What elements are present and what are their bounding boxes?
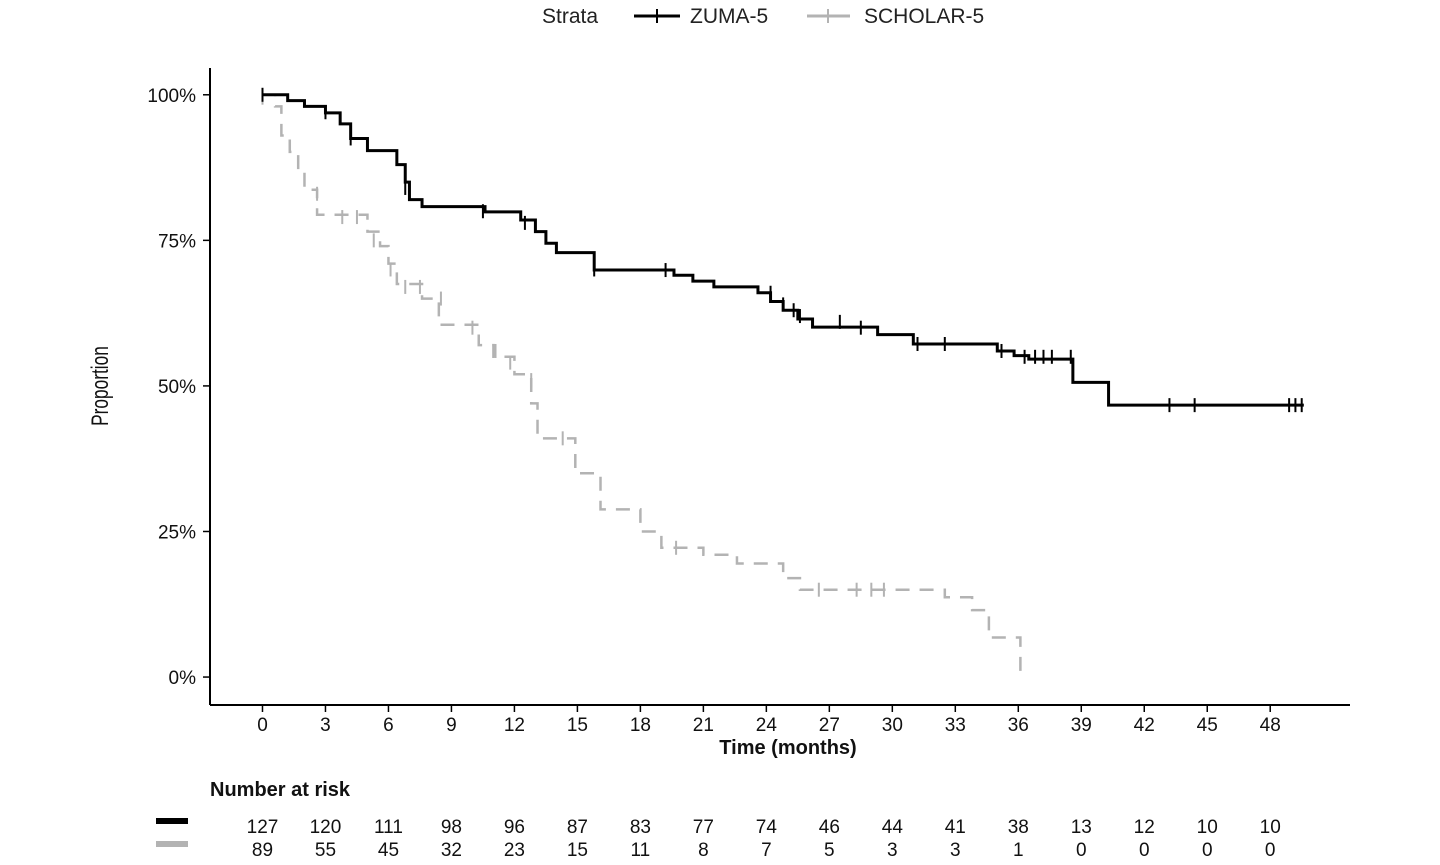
x-tick-label: 48 [1260,715,1281,736]
risk-count: 7 [761,840,772,861]
x-axis-label: Time (months) [719,737,856,759]
risk-count: 5 [824,840,835,861]
risk-count: 111 [374,817,403,838]
x-tick-label: 3 [320,715,331,736]
risk-count: 55 [315,840,336,861]
legend-label-zuma-5: ZUMA-5 [690,5,768,28]
x-tick-label: 15 [567,715,588,736]
risk-count: 120 [310,817,342,838]
curve-zuma-5 [262,93,1304,407]
risk-count: 3 [887,840,898,861]
risk-count: 10 [1260,817,1281,838]
risk-count: 3 [950,840,961,861]
x-tick-label: 39 [1071,715,1092,736]
axes: 0%25%50%75%100%0 3 6 9 12 15 18 21 24 27 30 33 36 39 4… [147,68,1350,736]
risk-count: 11 [631,840,651,861]
risk-count: 1 [1013,840,1024,861]
y-tick-label: 75% [158,231,196,252]
x-tick-label: 21 [693,715,714,736]
risk-count: 87 [567,817,588,838]
legend-key-zuma-5 [634,9,680,23]
risk-count: 0 [1076,840,1087,861]
risk-count: 10 [1197,817,1218,838]
y-tick-label: 25% [158,522,196,543]
curves [261,87,1304,672]
legend: Strata ZUMA-5 SCHOLAR-5 [542,5,984,28]
x-tick-label: 36 [1008,715,1029,736]
risk-count: 74 [756,817,778,838]
risk-count: 32 [441,840,462,861]
risk-count: 0 [1202,840,1213,861]
x-tick-label: 9 [446,715,457,736]
risk-count: 44 [882,817,904,838]
x-tick-label: 6 [383,715,394,736]
y-axis-label: Proportion [87,346,113,426]
risk-count: 89 [252,840,273,861]
x-tick-label: 42 [1134,715,1155,736]
risk-count: 41 [945,817,966,838]
y-tick-label: 100% [147,86,196,107]
risk-count: 0 [1265,840,1276,861]
x-tick-label: 0 [257,715,268,736]
x-tick-label: 27 [819,715,840,736]
legend-title: Strata [542,5,598,28]
risk-count: 13 [1071,817,1092,838]
y-tick-label: 50% [158,377,196,398]
x-tick-label: 33 [945,715,966,736]
risk-count: 15 [567,840,588,861]
legend-key-scholar-5 [807,9,850,23]
x-tick-label: 18 [630,715,651,736]
risk-count: 83 [630,817,651,838]
risk-count: 38 [1008,817,1029,838]
risk-count: 8 [698,840,709,861]
x-tick-label: 45 [1197,715,1218,736]
risk-count: 12 [1134,817,1155,838]
legend-label-scholar-5: SCHOLAR-5 [864,5,984,28]
risk-table-title: Number at risk [210,779,351,801]
risk-count: 127 [247,817,279,838]
risk-count: 23 [504,840,525,861]
risk-count: 46 [819,817,840,838]
risk-count: 0 [1139,840,1150,861]
risk-count: 96 [504,817,525,838]
x-tick-label: 12 [504,715,525,736]
risk-count: 77 [693,817,714,838]
curve-scholar-5 [262,93,1022,672]
x-tick-label: 30 [882,715,903,736]
risk-count: 45 [378,840,399,861]
x-tick-label: 24 [756,715,778,736]
y-tick-label: 0% [169,668,197,689]
risk-count: 98 [441,817,462,838]
